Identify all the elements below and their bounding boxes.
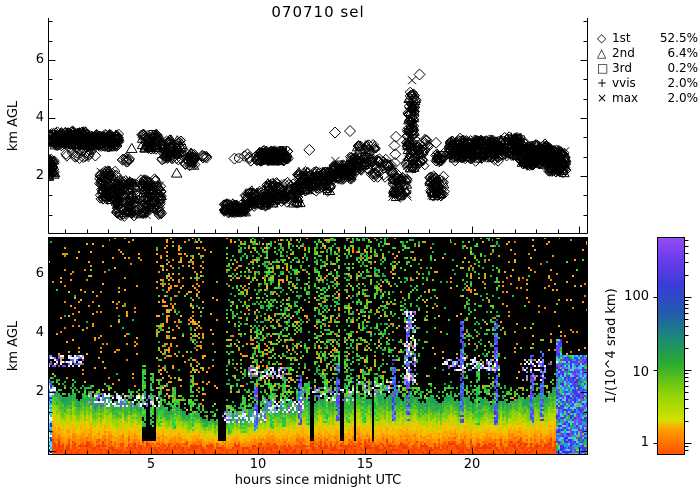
legend-item-3rd: □ 3rd 0.2% bbox=[597, 60, 698, 75]
legend-item-label: 1st bbox=[612, 30, 631, 45]
legend-item-pct: 2.0% bbox=[667, 90, 699, 105]
legend: ◇ 1st 52.5% △ 2nd 6.4% □ 3rd 0.2% + vvis 2.0% × max 2.… bbox=[597, 30, 698, 105]
bottom-y-tick-label: 2 bbox=[35, 384, 44, 399]
x-tick-label: 5 bbox=[146, 457, 156, 472]
triangle-icon: △ bbox=[597, 45, 607, 60]
top-y-tick-label: 2 bbox=[35, 168, 44, 183]
legend-item-pct: 0.2% bbox=[667, 60, 699, 75]
legend-item-2nd: △ 2nd 6.4% bbox=[597, 45, 698, 60]
legend-item-pct: 52.5% bbox=[659, 30, 698, 45]
x-axis-label: hours since midnight UTC bbox=[234, 473, 402, 488]
colorbar-unit-label: 1/(10^4 srad km) bbox=[604, 288, 619, 404]
bottom-y-tick-label: 6 bbox=[35, 266, 44, 281]
legend-item-label: 3rd bbox=[612, 60, 632, 75]
top-y-tick-label: 4 bbox=[35, 110, 44, 125]
legend-item-label: max bbox=[612, 90, 639, 105]
legend-item-pct: 6.4% bbox=[667, 45, 699, 60]
legend-item-label: vvis bbox=[612, 75, 636, 90]
legend-item-label: 2nd bbox=[612, 45, 635, 60]
colorbar-tick-label: 1 bbox=[640, 435, 649, 450]
square-icon: □ bbox=[597, 60, 609, 75]
colorbar bbox=[651, 237, 695, 455]
legend-item-pct: 2.0% bbox=[667, 75, 699, 90]
colorbar-tick-label: 100 bbox=[624, 289, 649, 304]
x-icon: × bbox=[597, 90, 608, 105]
legend-item-vvis: + vvis 2.0% bbox=[597, 75, 698, 90]
legend-item-1st: ◇ 1st 52.5% bbox=[597, 30, 698, 45]
colorbar-tick-label: 10 bbox=[632, 365, 649, 380]
plus-icon: + bbox=[597, 75, 608, 90]
x-tick-label: 10 bbox=[249, 457, 267, 472]
scatter-panel bbox=[48, 18, 588, 234]
legend-item-max: × max 2.0% bbox=[597, 90, 698, 105]
x-tick-label: 15 bbox=[356, 457, 374, 472]
bottom-y-tick-label: 4 bbox=[35, 325, 44, 340]
top-y-tick-label: 6 bbox=[35, 52, 44, 67]
diamond-icon: ◇ bbox=[597, 30, 607, 45]
x-tick-label: 20 bbox=[463, 457, 481, 472]
chart-title: 070710 sel bbox=[271, 3, 365, 21]
heatmap-panel bbox=[48, 237, 588, 455]
